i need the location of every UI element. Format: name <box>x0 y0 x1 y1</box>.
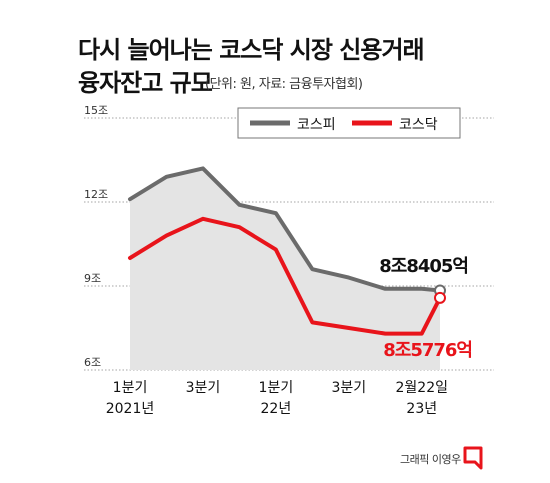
x-tick-label: 3분기 <box>186 380 221 396</box>
series-line-kosdaq <box>128 216 442 336</box>
x-tick-label: 3분기 <box>331 380 366 396</box>
callout-kospi: 8조8405억 <box>379 256 468 277</box>
series-line-kospi <box>128 166 442 293</box>
callout-kosdaq: 8조5776억 <box>383 340 472 361</box>
value-callouts: 8조8405억 8조5776억 <box>379 256 473 361</box>
y-tick-label: 9조 <box>84 272 101 285</box>
graphic-credit: 그래픽 이영우 <box>400 453 461 466</box>
x-tick-label: 23년 <box>406 401 437 417</box>
x-tick-label: 2021년 <box>106 401 155 417</box>
x-axis-ticks: 1분기 2021년 3분기 1분기 22년 3분기 2월22일 23년 <box>106 380 448 417</box>
x-tick-label: 1분기 <box>113 380 148 396</box>
x-tick-label: 22년 <box>261 401 292 417</box>
x-tick-label: 1분기 <box>259 380 294 396</box>
series-lines <box>128 166 442 336</box>
endpoint-markers <box>434 284 446 304</box>
y-tick-label: 15조 <box>84 104 108 117</box>
chart-title-line-2: 융자잔고 규모 <box>78 69 213 97</box>
legend: 코스피 코스닥 <box>237 107 461 139</box>
x-tick-label: 2월22일 <box>396 380 448 396</box>
legend-label-kospi: 코스피 <box>297 117 336 133</box>
publisher-logo-icon <box>463 446 483 470</box>
chart-title-line-1: 다시 늘어나는 코스닥 시장 신용거래 <box>78 36 425 64</box>
source-note: (단위: 원, 자료: 금융투자협회) <box>205 77 363 92</box>
y-axis-ticks: 15조 12조 9조 6조 <box>84 104 108 369</box>
end-point-kosdaq <box>434 291 446 304</box>
y-tick-label: 12조 <box>84 188 108 201</box>
y-tick-label: 6조 <box>84 356 101 369</box>
legend-label-kosdaq: 코스닥 <box>399 117 438 133</box>
